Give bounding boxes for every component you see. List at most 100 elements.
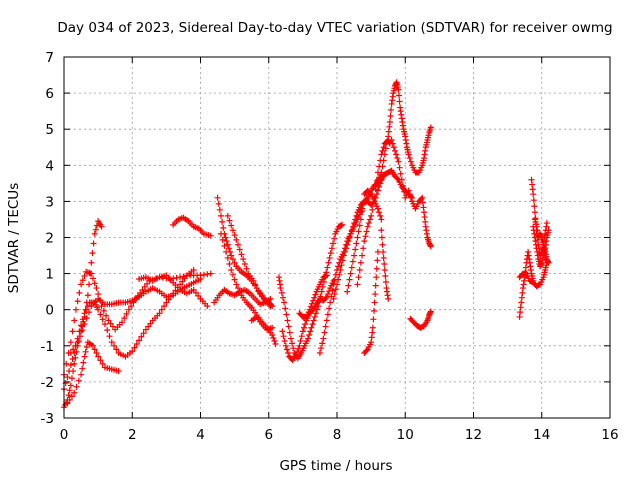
data-point [369,206,376,213]
data-point [287,335,294,342]
data-point [339,221,346,228]
data-point [381,260,388,267]
data-point [104,327,111,334]
data-point [312,310,319,317]
data-point [326,288,333,295]
data-point [330,240,337,247]
data-point [307,303,314,310]
data-point [231,259,238,266]
data-point [286,329,293,336]
data-point [235,241,242,248]
data-point [283,311,290,318]
series-sat-aa [528,176,550,259]
data-point [397,170,404,177]
data-point [357,216,364,223]
data-point [228,252,235,259]
data-point [98,223,105,230]
data-point [231,276,238,283]
data-point [73,383,80,390]
data-point [190,286,197,293]
data-point [326,305,333,312]
data-point [352,216,359,223]
data-point [67,339,74,346]
data-point [294,348,301,355]
data-point [224,212,231,219]
data-point [132,295,139,302]
data-point [197,276,204,283]
data-point [530,191,537,198]
data-point [387,112,394,119]
data-point [131,344,138,351]
data-point [228,266,235,273]
data-point [179,278,186,285]
data-point [88,259,95,266]
data-point [75,377,82,384]
data-point [224,241,231,248]
x-tick-label: 14 [533,427,550,443]
series-sat-ac [530,223,552,270]
data-point [361,238,368,245]
data-point [95,353,102,360]
data-point [81,273,88,280]
data-point [344,241,351,248]
data-point [217,230,224,237]
data-point [323,294,330,301]
data-point [373,265,380,272]
data-point [379,147,386,154]
y-tick-label: 5 [45,122,54,138]
data-point [395,86,402,93]
data-point [318,345,325,352]
y-tick-label: -2 [41,375,54,391]
data-point [99,360,106,367]
data-point [100,307,107,314]
data-point [156,310,163,317]
data-point [80,359,87,366]
data-point [373,191,380,198]
data-point [121,315,128,322]
data-point [360,245,367,252]
series-sat-x [407,308,434,331]
data-point [95,306,102,313]
data-point [407,194,414,201]
data-point [327,299,334,306]
data-point [356,222,363,229]
data-point [338,262,345,269]
data-point [66,387,73,394]
data-point [105,317,112,324]
data-point [346,234,353,241]
data-point [407,158,414,165]
y-tick-label: -1 [41,339,54,355]
data-point [389,140,396,147]
data-point [67,382,74,389]
data-point [64,400,71,407]
data-point [427,124,434,131]
data-point [353,212,360,219]
data-point [395,158,402,165]
x-tick-label: 10 [397,427,414,443]
series-sat-s [361,248,381,357]
data-point [349,223,356,230]
data-point [340,252,347,259]
data-point [90,240,97,247]
y-tick-label: 2 [45,231,54,247]
data-point [359,252,366,259]
data-point [138,333,145,340]
y-axis-label: SDTVAR / TECUs [6,183,22,293]
data-point [71,317,78,324]
data-point [190,266,197,273]
data-point [406,191,413,198]
data-point [351,220,358,227]
data-point [66,368,73,375]
data-point [74,298,81,305]
data-point [220,224,227,231]
data-point [335,276,342,283]
data-point [129,348,136,355]
data-point [308,324,315,331]
series-sat-u [378,227,392,302]
data-point [111,342,118,349]
data-point [224,254,231,261]
data-point [393,151,400,158]
data-point [379,163,386,170]
data-point [223,238,230,245]
data-point [125,306,132,313]
